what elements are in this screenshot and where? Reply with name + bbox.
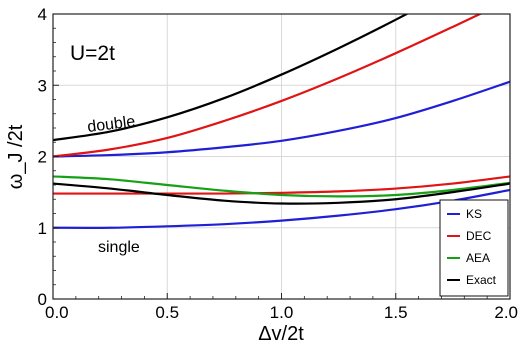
series-lines: [53, 14, 510, 229]
series-line-dec-double: [53, 14, 483, 158]
y-tick-label: 4: [38, 5, 47, 24]
series-line-exact-single: [53, 182, 510, 205]
y-tick-label: 0: [38, 290, 47, 309]
y-axis-label: ω_J /2t: [5, 124, 27, 189]
x-tick-label: 1.0: [270, 303, 294, 322]
x-tick-label: 1.5: [384, 303, 408, 322]
y-tick-label: 1: [38, 219, 47, 238]
y-tick-label: 2: [38, 148, 47, 167]
legend: KS DEC AEA Exact: [439, 199, 509, 297]
x-tick-label: 0.5: [155, 303, 179, 322]
series-line-dec-single: [53, 175, 510, 195]
series-line-ks-double: [53, 80, 510, 158]
x-axis-label: Δv/2t: [258, 323, 304, 345]
single-annotation: single: [98, 239, 140, 256]
x-tick-label: 2.0: [494, 303, 518, 322]
double-annotation: double: [86, 113, 136, 136]
x-tick-label: 0.0: [45, 303, 69, 322]
legend-label-dec: DEC: [466, 229, 492, 243]
legend-label-exact: Exact: [466, 273, 497, 287]
legend-label-aea: AEA: [466, 251, 490, 265]
series-line-ks-single: [53, 188, 510, 229]
axis-ticks: 0.0 0.5 1.0 1.5 2.0 0 1 2 3 4: [38, 5, 518, 322]
y-tick-label: 3: [38, 76, 47, 95]
param-annotation: U=2t: [70, 42, 115, 65]
series-line-aea-single: [53, 175, 510, 198]
series-line-exact-double: [53, 14, 410, 142]
legend-label-ks: KS: [466, 207, 482, 221]
